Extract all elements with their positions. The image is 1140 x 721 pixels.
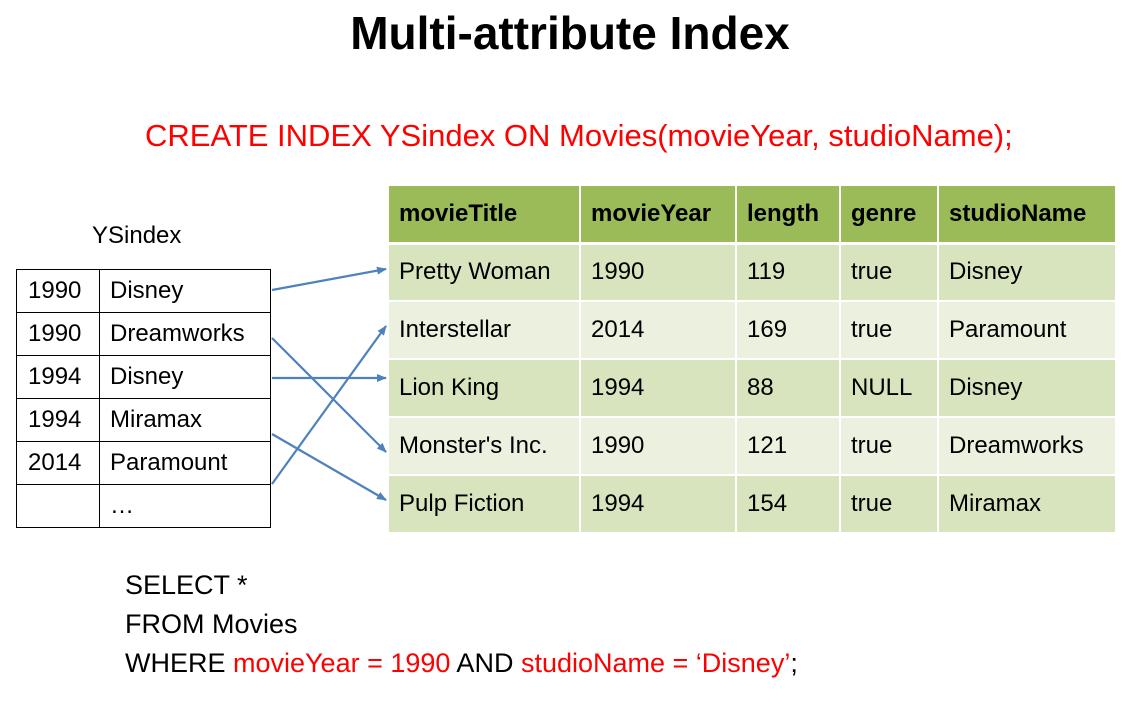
select-query: SELECT * FROM Movies WHERE movieYear = 1… [125, 566, 798, 683]
column-header: movieYear [580, 186, 737, 245]
index-studio: Disney [99, 355, 271, 399]
index-studio: Paramount [99, 441, 271, 485]
table-cell: 1994 [580, 475, 737, 534]
table-cell: 1994 [580, 359, 737, 418]
index-year: 1990 [16, 269, 100, 313]
index-row: 2014 Paramount [16, 441, 271, 485]
table-cell: Miramax [938, 475, 1117, 534]
column-header: genre [840, 186, 939, 245]
index-studio: Dreamworks [99, 312, 271, 356]
table-row: Monster's Inc. 1990 121 true Dreamworks [389, 417, 1117, 476]
arrow-2014-paramount [271, 325, 387, 485]
table-cell: true [840, 243, 939, 302]
where-keyword: WHERE [125, 648, 233, 678]
arrow-1990-disney [271, 266, 387, 292]
index-year: 1994 [16, 398, 100, 442]
index-studio: Disney [99, 269, 271, 313]
movies-table: movieTitle movieYear length genre studio… [389, 186, 1117, 534]
arrow-1990-dreamworks [271, 337, 387, 453]
table-row: Lion King 1994 88 NULL Disney [389, 359, 1117, 418]
table-cell: 119 [736, 243, 841, 302]
query-line-from: FROM Movies [125, 609, 298, 639]
table-cell: true [840, 417, 939, 476]
index-label: YSindex [92, 222, 182, 249]
table-cell: Pulp Fiction [389, 475, 581, 534]
index-year [16, 484, 100, 528]
table-cell: true [840, 475, 939, 534]
slide-title: Multi-attribute Index [350, 7, 790, 59]
query-line-where: WHERE movieYear = 1990 AND studioName = … [125, 644, 798, 683]
table-cell: 1990 [580, 243, 737, 302]
table-cell: Interstellar [389, 301, 581, 360]
table-cell: Lion King [389, 359, 581, 418]
index-table: 1990 Disney 1990 Dreamworks 1994 Disney … [16, 269, 271, 528]
table-cell: Dreamworks [938, 417, 1117, 476]
movies-header-row: movieTitle movieYear length genre studio… [389, 186, 1117, 245]
create-index-statement: CREATE INDEX YSindex ON Movies(movieYear… [145, 118, 1013, 153]
table-row: Pretty Woman 1990 119 true Disney [389, 243, 1117, 302]
table-cell: 2014 [580, 301, 737, 360]
query-terminator: ; [790, 648, 798, 678]
table-cell: 88 [736, 359, 841, 418]
table-cell: Pretty Woman [389, 243, 581, 302]
table-cell: 121 [736, 417, 841, 476]
index-row: … [16, 484, 271, 528]
table-cell: NULL [840, 359, 939, 418]
condition-studio-name: studioName = ‘Disney’ [520, 648, 791, 678]
table-cell: 1990 [580, 417, 737, 476]
column-header: movieTitle [389, 186, 581, 245]
table-row: Pulp Fiction 1994 154 true Miramax [389, 475, 1117, 534]
table-cell: 169 [736, 301, 841, 360]
index-row: 1994 Disney [16, 355, 271, 399]
table-cell: Paramount [938, 301, 1117, 360]
table-cell: 154 [736, 475, 841, 534]
table-cell: Disney [938, 359, 1117, 418]
and-keyword: AND [450, 648, 521, 678]
column-header: length [736, 186, 841, 245]
table-cell: Monster's Inc. [389, 417, 581, 476]
index-row: 1990 Disney [16, 269, 271, 313]
column-header: studioName [938, 186, 1117, 245]
condition-movie-year: movieYear = 1990 [233, 648, 451, 678]
query-line-select: SELECT * [125, 570, 248, 600]
arrow-1994-miramax [271, 433, 387, 501]
index-studio: … [99, 484, 271, 528]
table-row: Interstellar 2014 169 true Paramount [389, 301, 1117, 360]
index-year: 2014 [16, 441, 100, 485]
table-cell: true [840, 301, 939, 360]
table-cell: Disney [938, 243, 1117, 302]
